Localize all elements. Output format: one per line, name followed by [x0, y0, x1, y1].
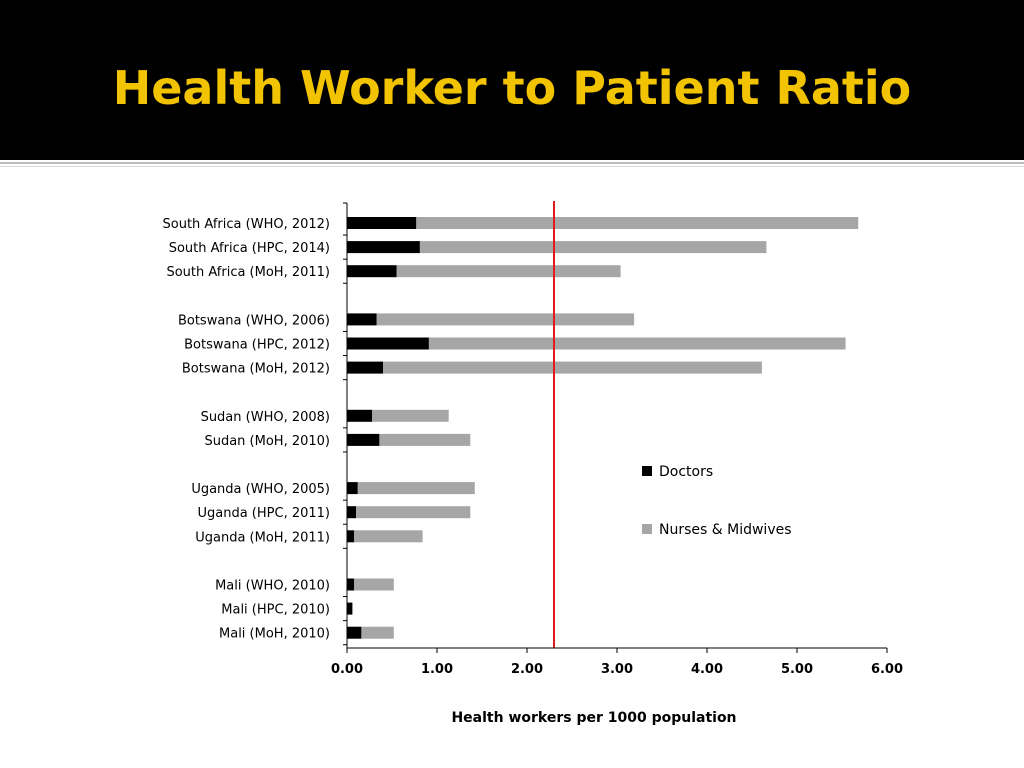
slide-title: Health Worker to Patient Ratio	[112, 61, 912, 115]
bar-nurses-midwives	[396, 265, 621, 278]
bar-nurses-midwives	[383, 361, 762, 374]
x-tick-label: 2.00	[511, 662, 543, 677]
bar-doctors	[347, 241, 420, 254]
legend-doctors-label: Doctors	[659, 464, 713, 480]
title-band	[0, 0, 1024, 160]
bar-nurses-midwives	[428, 337, 846, 350]
bars-layer	[347, 201, 859, 648]
bar-doctors	[347, 337, 429, 350]
bar-doctors	[347, 530, 355, 543]
bar-nurses-midwives	[416, 217, 859, 229]
bar-doctors	[347, 506, 356, 519]
bar-nurses-midwives	[379, 433, 471, 446]
legend-nurses-midwives-label: Nurses & Midwives	[659, 522, 792, 538]
bar-nurses-midwives	[357, 482, 475, 495]
divider-line	[0, 162, 1024, 164]
x-tick-label: 1.00	[421, 662, 453, 677]
bar-nurses-midwives	[376, 313, 635, 326]
category-label: South Africa (HPC, 2014)	[169, 241, 330, 256]
category-labels: South Africa (WHO, 2012) South Africa (HP…	[163, 217, 330, 642]
x-tick-labels: 0.00 1.00 2.00 3.00 4.00 5.00 6.00	[331, 662, 903, 677]
bar-doctors	[347, 361, 383, 374]
bar-nurses-midwives	[361, 626, 394, 639]
bar-doctors	[347, 409, 373, 422]
category-label: Uganda (HPC, 2011)	[197, 506, 330, 521]
bar-nurses-midwives	[372, 409, 449, 422]
category-label: Sudan (MoH, 2010)	[204, 434, 330, 449]
x-tick-label: 4.00	[691, 662, 723, 677]
category-label: Uganda (MoH, 2011)	[195, 530, 330, 545]
bar-doctors	[347, 482, 358, 495]
x-tick-label: 3.00	[601, 662, 633, 677]
category-label: South Africa (WHO, 2012)	[163, 217, 330, 232]
bar-nurses-midwives	[354, 530, 423, 543]
divider-line-thin	[0, 166, 1024, 167]
category-label: Mali (WHO, 2010)	[215, 579, 330, 594]
legend-doctors-swatch	[642, 466, 652, 476]
legend-nurses-midwives-swatch	[642, 524, 652, 534]
bar-doctors	[347, 217, 417, 229]
bar-nurses-midwives	[354, 578, 394, 591]
category-label: Mali (HPC, 2010)	[221, 603, 330, 618]
category-label: Mali (MoH, 2010)	[219, 627, 330, 642]
bar-nurses-midwives	[419, 241, 767, 254]
category-label: Botswana (MoH, 2012)	[182, 362, 330, 377]
category-label: Sudan (WHO, 2008)	[201, 410, 330, 425]
x-tick-label: 6.00	[871, 662, 903, 677]
category-label: Botswana (WHO, 2006)	[178, 313, 330, 328]
category-label: Botswana (HPC, 2012)	[184, 338, 330, 353]
bar-nurses-midwives	[356, 506, 471, 519]
x-axis-title: Health workers per 1000 population	[451, 710, 736, 726]
legend: Doctors Nurses & Midwives	[642, 464, 792, 538]
axes-layer	[343, 202, 888, 653]
bar-doctors	[347, 626, 362, 639]
bar-doctors	[347, 578, 355, 591]
bar-doctors	[347, 265, 397, 278]
category-label: Uganda (WHO, 2005)	[191, 482, 330, 497]
bar-doctors	[347, 313, 377, 326]
category-label: South Africa (MoH, 2011)	[166, 265, 330, 280]
bar-doctors	[347, 602, 353, 615]
bar-doctors	[347, 433, 380, 446]
x-tick-label: 0.00	[331, 662, 363, 677]
x-tick-label: 5.00	[781, 662, 813, 677]
